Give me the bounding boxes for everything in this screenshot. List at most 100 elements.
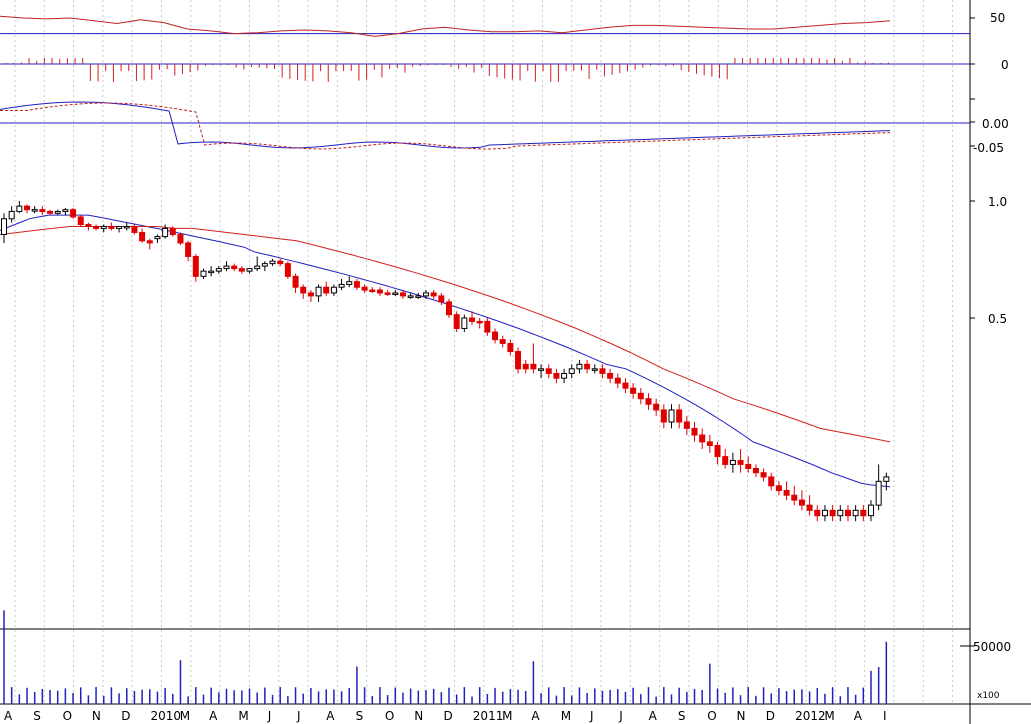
month-label: N — [92, 709, 101, 723]
candle-body — [70, 209, 77, 218]
candle-body — [806, 504, 813, 511]
candle-body — [330, 286, 337, 294]
candle-body — [85, 224, 92, 227]
candle-body — [323, 286, 330, 294]
month-label: J — [618, 709, 623, 723]
candle-body — [469, 317, 476, 322]
month-label: J — [589, 709, 594, 723]
price-tick-05: 0.5 — [988, 312, 1007, 326]
candle-body — [169, 227, 176, 235]
month-label: S — [33, 709, 41, 723]
candle-body — [568, 368, 575, 374]
candle-body — [131, 225, 138, 233]
candle-body — [438, 295, 445, 303]
month-label: M — [502, 709, 512, 723]
candle-body — [814, 509, 821, 517]
candle-body — [791, 494, 798, 501]
candle-body — [208, 270, 215, 274]
candle-body — [645, 398, 652, 405]
ma-long-line — [0, 226, 891, 443]
candle-body — [484, 320, 491, 333]
month-label: A — [326, 709, 335, 723]
candle-body — [676, 409, 683, 423]
candle-body — [798, 499, 805, 506]
candle-body — [729, 459, 736, 465]
ma-short-line — [0, 214, 891, 488]
candle-body — [476, 320, 483, 324]
candle-body — [584, 363, 591, 370]
candle-body — [384, 292, 391, 295]
month-label: D — [121, 709, 130, 723]
macd-line — [0, 101, 891, 149]
candle-body — [829, 509, 836, 517]
candle-body — [622, 382, 629, 389]
candle-body — [215, 268, 222, 272]
candle-body — [630, 387, 637, 394]
month-label: S — [678, 709, 686, 723]
candle-body — [338, 283, 345, 288]
month-label: S — [356, 709, 364, 723]
month-label: N — [737, 709, 746, 723]
candle-body — [775, 485, 782, 491]
candle-body — [760, 472, 767, 478]
candle-body — [231, 265, 238, 270]
candle-body — [461, 317, 468, 329]
candle-body — [223, 265, 230, 270]
candle-body — [254, 265, 261, 270]
month-label: N — [414, 709, 423, 723]
candle-body — [852, 509, 859, 517]
candle-body — [706, 441, 713, 446]
candle-body — [745, 463, 752, 469]
candle-body — [162, 227, 169, 238]
candle-body — [821, 509, 828, 517]
candle-body — [39, 209, 46, 212]
candle-body — [108, 225, 115, 229]
candle-body — [116, 225, 123, 229]
price-tick-1: 1.0 — [988, 195, 1007, 209]
osc-line — [0, 15, 891, 37]
candle-body — [538, 368, 545, 371]
candle-body — [154, 236, 161, 240]
candle-body — [499, 339, 506, 344]
candle-body — [844, 509, 851, 517]
candle-body — [346, 281, 353, 285]
month-label: O — [385, 709, 394, 723]
month-label: M — [238, 709, 248, 723]
month-label: A — [531, 709, 540, 723]
candle-body — [691, 427, 698, 436]
candle-body — [522, 363, 529, 370]
candle-body — [77, 216, 84, 226]
candle-body — [261, 263, 268, 267]
candle-body — [875, 480, 882, 506]
candle-body — [530, 363, 537, 370]
candle-body — [545, 368, 552, 374]
candle-body — [307, 292, 314, 297]
candle-body — [238, 268, 245, 272]
candle-body — [653, 403, 660, 411]
candle-body — [361, 286, 368, 291]
candle-body — [837, 509, 844, 517]
vertical-gridlines — [14, 0, 954, 704]
candle-body — [300, 286, 307, 294]
candle-body — [292, 275, 299, 288]
vol-tick-50000: 50000 — [973, 640, 1011, 654]
month-label: O — [63, 709, 72, 723]
candle-body — [553, 372, 560, 379]
candle-body — [139, 231, 146, 242]
candle-body — [246, 268, 253, 272]
candle-body — [561, 372, 568, 379]
macd-signal-line — [0, 102, 891, 150]
candle-body — [93, 225, 100, 229]
candle-body — [8, 210, 15, 220]
month-label: I — [883, 709, 887, 723]
candle-body — [446, 301, 452, 316]
candle-body — [146, 240, 153, 244]
month-label: O — [707, 709, 716, 723]
candle-body — [430, 292, 437, 297]
month-label: M — [824, 709, 834, 723]
osc-tick-0: 0 — [1001, 58, 1009, 72]
month-label: 2012 — [795, 709, 826, 723]
osc-tick-50: 50 — [990, 11, 1005, 25]
